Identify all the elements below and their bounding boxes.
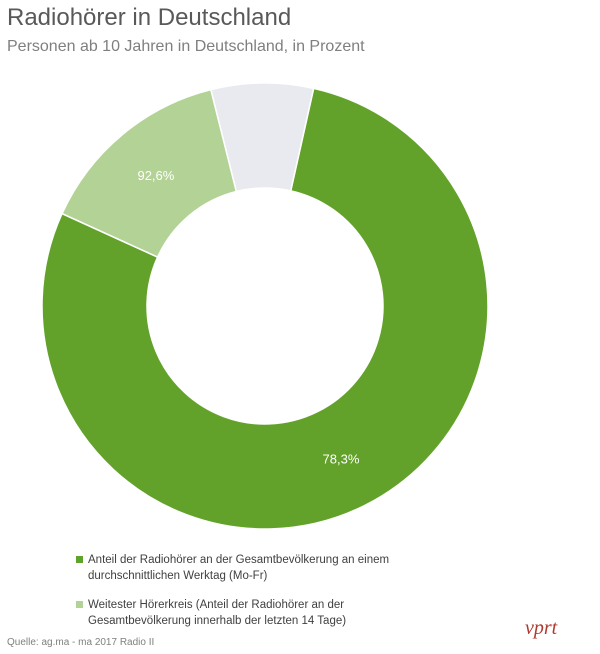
chart-title: Radiohörer in Deutschland [7,4,292,31]
data-label-widest: 92,6% [137,168,174,183]
vprt-logo: vprt [525,617,558,639]
chart-legend: Anteil der Radiohörer an der Gesamtbevöl… [76,552,448,642]
donut-chart: 78,3% 92,6% [41,82,489,530]
legend-swatch-daily [76,556,83,563]
legend-label-daily: Anteil der Radiohörer an der Gesamtbevöl… [88,554,390,582]
legend-item-daily: Anteil der Radiohörer an der Gesamtbevöl… [76,552,448,584]
data-label-daily: 78,3% [323,452,360,467]
legend-swatch-widest [76,601,83,608]
vprt-logo-text: vprt [525,617,558,639]
donut-slice-daily [41,87,489,530]
chart-subtitle: Personen ab 10 Jahren in Deutschland, in… [7,38,365,55]
donut-slice-rest [209,82,315,193]
legend-label-widest: Weitester Hörerkreis (Anteil der Radiohö… [88,599,347,627]
source-note: Quelle: ag.ma - ma 2017 Radio II [7,637,155,648]
donut-slice-widest [61,88,238,259]
legend-item-widest: Weitester Hörerkreis (Anteil der Radiohö… [76,597,448,629]
